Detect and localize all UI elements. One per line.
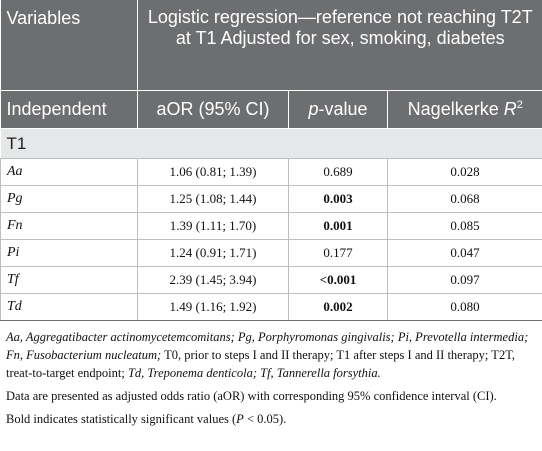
header-row-2: Independent aOR (95% CI) p-value Nagelke… bbox=[0, 90, 542, 129]
aor-cell: 1.25 (1.08; 1.44) bbox=[137, 185, 289, 213]
aor-cell: 1.06 (0.81; 1.39) bbox=[137, 158, 289, 186]
table-row: Td 1.49 (1.16; 1.92) 0.002 0.080 bbox=[0, 293, 542, 321]
table-row: Pg 1.25 (1.08; 1.44) 0.003 0.068 bbox=[0, 185, 542, 213]
p-value-cell: 0.002 bbox=[288, 293, 388, 321]
nagelkerke-cell: 0.068 bbox=[386, 185, 542, 213]
table-footnotes: Aa, Aggregatibacter actinomycetemcomitan… bbox=[0, 321, 542, 428]
independent-header: Independent bbox=[0, 90, 138, 129]
nagelkerke-cell: 0.047 bbox=[386, 239, 542, 267]
abbreviation-segment: Aa, Aggregatibacter actinomycetemcomitan… bbox=[6, 330, 529, 362]
variable-cell: Pi bbox=[0, 239, 138, 267]
r-symbol: R bbox=[503, 99, 517, 119]
p-value-header: p-value bbox=[288, 90, 388, 129]
table-figure: Variables Logistic regression—reference … bbox=[0, 0, 542, 428]
p-value-cell: 0.689 bbox=[288, 158, 388, 186]
header-row-1: Variables Logistic regression—reference … bbox=[0, 0, 542, 91]
p-value-cell: 0.001 bbox=[288, 212, 388, 240]
table-row: Aa 1.06 (0.81; 1.39) 0.689 0.028 bbox=[0, 158, 542, 186]
p-symbol-note: P bbox=[236, 412, 244, 426]
data-presentation-note: Data are presented as adjusted odds rati… bbox=[6, 389, 497, 403]
p-value-cell: <0.001 bbox=[288, 266, 388, 294]
p-symbol: p bbox=[308, 99, 319, 119]
variable-cell: Pg bbox=[0, 185, 138, 213]
aor-cell: 1.49 (1.16; 1.92) bbox=[137, 293, 289, 321]
table-row: Fn 1.39 (1.11; 1.70) 0.001 0.085 bbox=[0, 212, 542, 240]
r-superscript: 2 bbox=[516, 99, 523, 111]
aor-cell: 1.39 (1.11; 1.70) bbox=[137, 212, 289, 240]
bold-note-prefix: Bold indicates statistically significant… bbox=[6, 412, 237, 426]
p-value-suffix: -value bbox=[318, 99, 368, 119]
abbreviation-segment: Td, Treponema denticola; Tf, Tannerella … bbox=[124, 366, 381, 380]
nagelkerke-cell: 0.097 bbox=[386, 266, 542, 294]
logistic-regression-header: Logistic regression—reference not reachi… bbox=[137, 0, 542, 91]
table-row: Pi 1.24 (0.91; 1.71) 0.177 0.047 bbox=[0, 239, 542, 267]
p-value-cell: 0.003 bbox=[288, 185, 388, 213]
aor-cell: 1.24 (0.91; 1.71) bbox=[137, 239, 289, 267]
bold-note-suffix: < 0.05). bbox=[243, 412, 287, 426]
table-row: Tf 2.39 (1.45; 3.94) <0.001 0.097 bbox=[0, 266, 542, 294]
section-row: T1 bbox=[0, 128, 542, 159]
aor-cell: 2.39 (1.45; 3.94) bbox=[137, 266, 289, 294]
bold-significance-note: Bold indicates statistically significant… bbox=[6, 410, 536, 428]
nagelkerke-header: Nagelkerke R2 bbox=[387, 90, 542, 129]
variable-cell: Aa bbox=[0, 158, 138, 186]
nagelkerke-cell: 0.085 bbox=[386, 212, 542, 240]
variable-cell: Tf bbox=[0, 266, 138, 294]
variable-cell: Fn bbox=[0, 212, 138, 240]
p-value-cell: 0.177 bbox=[288, 239, 388, 267]
aor-header: aOR (95% CI) bbox=[137, 90, 289, 129]
variables-header: Variables bbox=[0, 0, 138, 91]
variable-cell: Td bbox=[0, 293, 138, 321]
nagelkerke-cell: 0.028 bbox=[386, 158, 542, 186]
results-table: Variables Logistic regression—reference … bbox=[0, 0, 542, 321]
section-label: T1 bbox=[0, 128, 542, 159]
nagelkerke-cell: 0.080 bbox=[386, 293, 542, 321]
abbreviation-segment: T0, prior to steps I and II therapy; T1 … bbox=[6, 348, 516, 380]
nagelkerke-label: Nagelkerke bbox=[407, 99, 504, 119]
abbreviations-note: Aa, Aggregatibacter actinomycetemcomitan… bbox=[6, 328, 536, 382]
